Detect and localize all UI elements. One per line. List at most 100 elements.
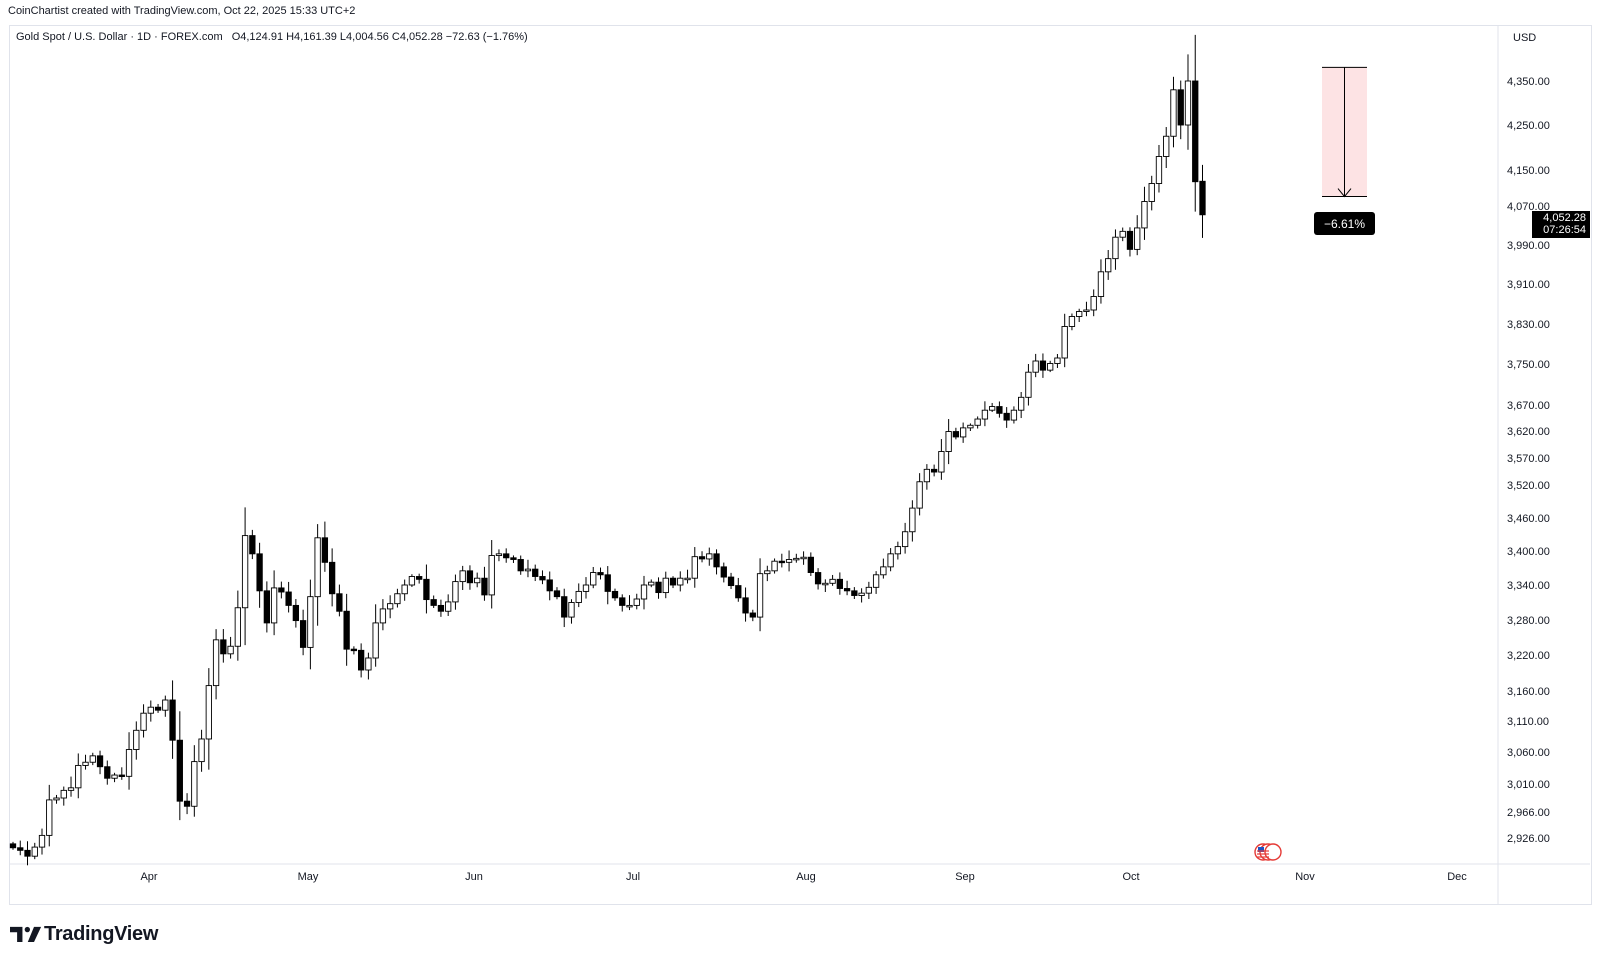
price-axis-tick-label: 4,150.00 <box>1507 165 1550 177</box>
candle-up <box>626 604 633 608</box>
candle-up <box>1018 396 1025 411</box>
candle-down <box>597 572 604 576</box>
price-axis-tick-label: 2,966.00 <box>1507 807 1550 819</box>
candle-up <box>1134 227 1141 250</box>
candle-up <box>822 582 829 586</box>
candle-down <box>1003 412 1010 421</box>
candle-up <box>31 846 38 857</box>
tradingview-logo-icon <box>10 926 42 942</box>
candle-down <box>9 843 17 849</box>
tradingview-brand[interactable]: TradingView <box>10 922 158 946</box>
candle-down <box>481 577 488 596</box>
candle-up <box>474 577 481 584</box>
candle-up <box>401 584 408 595</box>
candle-up <box>198 738 205 763</box>
candle-up <box>1032 360 1039 373</box>
time-axis-month-label: Apr <box>140 871 157 883</box>
price-axis-tick-label: 3,220.00 <box>1507 650 1550 662</box>
price-axis-tick-label: 3,010.00 <box>1507 779 1550 791</box>
candle-up <box>981 409 989 420</box>
candle-down <box>503 553 510 559</box>
candle-up <box>1054 357 1061 364</box>
candle-up <box>793 557 800 561</box>
time-axis-month-label: Jul <box>626 871 640 883</box>
symbol-title[interactable]: Gold Spot / U.S. Dollar · 1D · FOREX.com <box>16 31 223 43</box>
bar-countdown: 07:26:54 <box>1543 224 1586 236</box>
candle-up <box>880 566 887 576</box>
symbol-legend[interactable]: Gold Spot / U.S. Dollar · 1D · FOREX.com… <box>16 31 528 43</box>
candle-up <box>756 573 764 618</box>
price-axis-tick-label: 4,250.00 <box>1507 120 1550 132</box>
candle-down <box>720 566 727 578</box>
candle-up <box>379 608 387 624</box>
candle-up <box>1047 363 1054 371</box>
candle-down <box>169 699 176 741</box>
candle-up <box>1010 409 1018 421</box>
candle-down <box>1192 80 1199 183</box>
candle-up <box>1148 183 1155 202</box>
candle-down <box>698 556 706 560</box>
candle-down <box>655 581 662 594</box>
candle-up <box>60 789 67 799</box>
candle-up <box>241 535 249 609</box>
price-axis-tick-label: 3,830.00 <box>1507 319 1550 331</box>
chart-attribution: CoinChartist created with TradingView.co… <box>8 5 356 17</box>
candle-up <box>590 572 597 586</box>
candle-up <box>945 431 952 452</box>
price-axis-tick-label: 3,570.00 <box>1507 453 1550 465</box>
candle-down <box>328 561 336 595</box>
candle-up <box>365 657 372 671</box>
candle-down <box>321 537 329 563</box>
candle-up <box>307 596 314 648</box>
candle-down <box>118 774 125 777</box>
candle-up <box>1141 201 1148 229</box>
time-axis-month-label: Aug <box>796 871 816 883</box>
candle-down <box>843 588 851 592</box>
candle-up <box>967 424 974 429</box>
candle-down <box>104 766 111 779</box>
time-axis-month-label: Jun <box>465 871 483 883</box>
candle-down <box>952 431 960 438</box>
candle-up <box>872 574 880 588</box>
candle-up <box>1025 371 1032 398</box>
candle-up <box>662 577 669 594</box>
candle-up <box>524 568 532 572</box>
candle-down <box>423 578 430 601</box>
candle-down <box>430 599 437 606</box>
candle-up <box>785 559 793 563</box>
candle-down <box>996 406 1003 414</box>
price-axis-tick-label: 3,620.00 <box>1507 426 1550 438</box>
candle-up <box>191 761 198 807</box>
candle-down <box>350 648 358 652</box>
candle-up <box>1119 230 1126 238</box>
candle-up <box>771 560 778 572</box>
time-axis-month-label: May <box>298 871 319 883</box>
candle-down <box>532 568 539 577</box>
candle-up <box>959 427 967 438</box>
price-axis-tick-label: 3,990.00 <box>1507 240 1550 252</box>
last-price-value: 4,052.28 <box>1543 212 1586 224</box>
candle-down <box>619 597 626 606</box>
price-axis-tick-label: 3,910.00 <box>1507 279 1550 291</box>
price-axis-tick-label: 2,926.00 <box>1507 833 1550 845</box>
candle-down <box>814 572 822 585</box>
candle-up <box>372 622 379 659</box>
candle-up <box>82 761 89 766</box>
candle-up <box>648 581 655 586</box>
candle-down <box>851 590 858 596</box>
candle-down <box>292 604 300 622</box>
candle-down <box>604 574 611 592</box>
currency-unit-label[interactable]: USD <box>1513 32 1537 44</box>
candle-up <box>974 418 981 426</box>
candle-down <box>742 597 749 614</box>
candle-up <box>901 531 909 548</box>
candle-up <box>205 685 212 740</box>
price-axis-tick-label: 3,160.00 <box>1507 686 1550 698</box>
measure-label-box <box>1314 212 1375 235</box>
candle-up <box>568 602 575 618</box>
candle-up <box>582 584 590 592</box>
candle-down <box>517 559 524 572</box>
candle-up <box>75 764 82 789</box>
candle-up <box>1170 89 1177 137</box>
